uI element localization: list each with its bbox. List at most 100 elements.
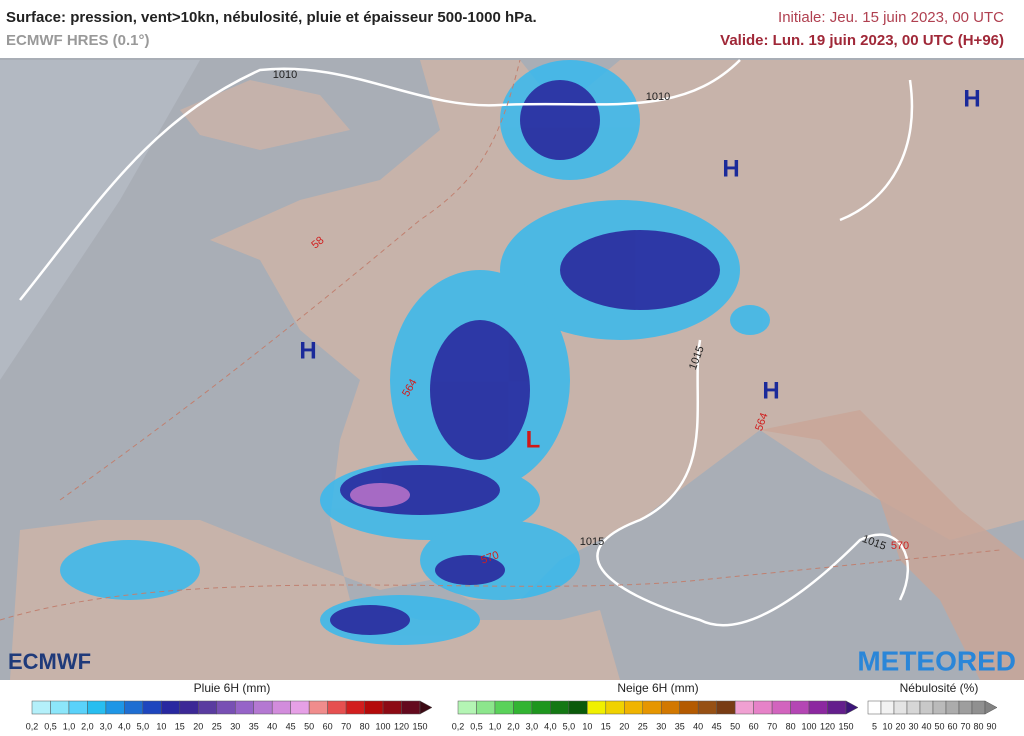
legend-swatch xyxy=(679,700,699,715)
pressure-center: H xyxy=(722,155,739,182)
legend-label: 45 xyxy=(712,721,722,731)
legend-label: 30 xyxy=(656,721,666,731)
legend-label: 50 xyxy=(730,721,740,731)
legend-label: 40 xyxy=(693,721,703,731)
legend-title: Pluie 6H (mm) xyxy=(194,681,271,695)
legend-swatch xyxy=(867,700,882,715)
legend-swatch xyxy=(605,700,625,715)
legend-swatch xyxy=(476,700,496,715)
model: ECMWF HRES (0.1°) xyxy=(6,32,150,49)
legend-swatch xyxy=(550,700,570,715)
legend-swatch xyxy=(50,700,70,715)
legend-swatch xyxy=(124,700,144,715)
legend-title: Neige 6H (mm) xyxy=(617,681,698,695)
legend-swatch xyxy=(945,700,960,715)
legend-swatch xyxy=(958,700,973,715)
legend-label: 60 xyxy=(323,721,333,731)
legend-title: Nébulosité (%) xyxy=(900,681,979,695)
legend-swatch xyxy=(68,700,88,715)
legend-label: 10 xyxy=(156,721,166,731)
legend-swatch xyxy=(716,700,736,715)
pressure-center: H xyxy=(963,85,980,112)
legend-label: 50 xyxy=(934,721,944,731)
legend-label: 3,0 xyxy=(100,721,113,731)
precip-heavy xyxy=(330,80,720,635)
legend-label: 30 xyxy=(230,721,240,731)
legend-label: 20 xyxy=(895,721,905,731)
legend-swatch xyxy=(198,700,218,715)
isobar-label: 1015 xyxy=(580,536,604,548)
pressure-center: L xyxy=(526,426,541,453)
title: Surface: pression, vent>10kn, nébulosité… xyxy=(6,9,537,26)
logo-ecmwf: ECMWF xyxy=(8,649,91,674)
legend-label: 25 xyxy=(212,721,222,731)
legend-label: 4,0 xyxy=(544,721,557,731)
pressure-center: H xyxy=(762,377,779,404)
legend-label: 0,2 xyxy=(452,721,465,731)
legend-label: 20 xyxy=(193,721,203,731)
legend-swatch xyxy=(142,700,162,715)
legend-swatch xyxy=(513,700,533,715)
isobar-label: 1010 xyxy=(273,69,297,81)
legend-label: 90 xyxy=(986,721,996,731)
legend-label: 80 xyxy=(786,721,796,731)
legend-swatch xyxy=(105,700,125,715)
legend-label: 70 xyxy=(767,721,777,731)
legend-swatch xyxy=(308,700,328,715)
legend-label: 150 xyxy=(412,721,427,731)
pressure-center: H xyxy=(299,337,316,364)
legend-label: 15 xyxy=(601,721,611,731)
legend-label: 30 xyxy=(908,721,918,731)
legend-label: 20 xyxy=(619,721,629,731)
legend-label: 0,5 xyxy=(470,721,483,731)
header-bg xyxy=(0,0,1024,58)
legend-label: 80 xyxy=(973,721,983,731)
legend-swatch xyxy=(568,700,588,715)
legend-label: 0,2 xyxy=(26,721,39,731)
legend-label: 10 xyxy=(582,721,592,731)
legend-swatch xyxy=(642,700,662,715)
legend-swatch xyxy=(179,700,199,715)
legend-swatch xyxy=(457,700,477,715)
legend-swatch xyxy=(880,700,895,715)
legend-label: 1,0 xyxy=(63,721,76,731)
legend-swatch xyxy=(271,700,291,715)
legend-label: 15 xyxy=(175,721,185,731)
legend-swatch xyxy=(919,700,934,715)
legend-label: 70 xyxy=(341,721,351,731)
legend-swatch xyxy=(494,700,514,715)
legend-swatch xyxy=(790,700,810,715)
legend-swatch xyxy=(827,700,847,715)
legend-label: 40 xyxy=(921,721,931,731)
thickness-label: 570 xyxy=(891,540,909,552)
legend-swatch xyxy=(771,700,791,715)
legend-label: 5,0 xyxy=(563,721,576,731)
legend-swatch xyxy=(401,700,421,715)
legend-swatch xyxy=(531,700,551,715)
legend-swatch xyxy=(290,700,310,715)
legend-label: 50 xyxy=(304,721,314,731)
legend-label: 120 xyxy=(394,721,409,731)
legend-label: 10 xyxy=(882,721,892,731)
legend-swatch xyxy=(382,700,402,715)
legend-arrow xyxy=(984,700,998,715)
legend-arrow xyxy=(419,700,433,715)
legend-label: 80 xyxy=(360,721,370,731)
legend-swatch xyxy=(697,700,717,715)
legend-label: 25 xyxy=(638,721,648,731)
legend-label: 1,0 xyxy=(489,721,502,731)
isobar-label: 1010 xyxy=(646,91,670,103)
legend-swatch xyxy=(753,700,773,715)
legend-swatch xyxy=(932,700,947,715)
legend-swatch xyxy=(253,700,273,715)
legend-label: 5,0 xyxy=(137,721,150,731)
uk-land xyxy=(180,80,350,150)
legend-swatch xyxy=(624,700,644,715)
legend-label: 0,5 xyxy=(44,721,57,731)
legend-label: 40 xyxy=(267,721,277,731)
legend-swatch xyxy=(660,700,680,715)
legend-label: 60 xyxy=(749,721,759,731)
legend-label: 45 xyxy=(286,721,296,731)
